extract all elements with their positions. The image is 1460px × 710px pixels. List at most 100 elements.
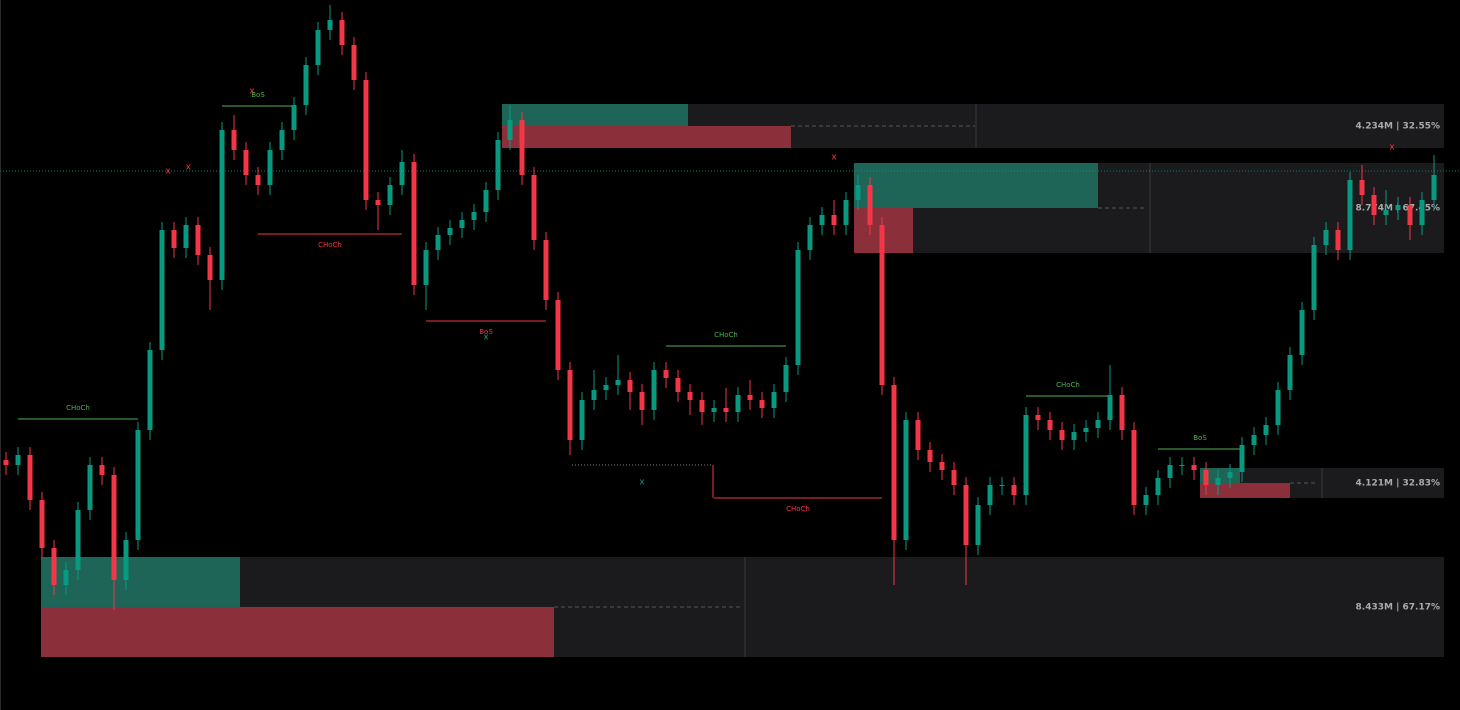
candle-body xyxy=(15,455,21,465)
candle-body xyxy=(591,390,597,400)
candle-body xyxy=(543,240,549,300)
candle-body xyxy=(891,385,897,540)
candle-body xyxy=(243,150,249,175)
candle-body xyxy=(159,230,165,350)
candle-body xyxy=(915,420,921,450)
marker: x xyxy=(249,87,255,97)
candle-body xyxy=(579,400,585,440)
candle-body xyxy=(555,300,561,370)
candle-body xyxy=(315,30,321,65)
candle-body xyxy=(1095,420,1101,428)
candle-body xyxy=(1023,415,1029,495)
candle-body xyxy=(1119,395,1125,430)
candle-body xyxy=(819,215,825,225)
candle-body xyxy=(375,200,381,205)
marker: x xyxy=(186,163,192,173)
candle-body xyxy=(399,162,405,185)
sell-volume-bar xyxy=(1200,483,1290,498)
candle-body xyxy=(1107,395,1113,420)
candle-body xyxy=(495,140,501,190)
structure-label: CHoCh xyxy=(1056,381,1080,389)
candle-body xyxy=(327,20,333,30)
candle-body xyxy=(1275,390,1281,425)
candle-body xyxy=(759,400,765,408)
structure-label: BoS xyxy=(479,328,493,336)
candle-body xyxy=(219,130,225,280)
candle-body xyxy=(975,505,981,545)
candle-body xyxy=(963,485,969,545)
candle-body xyxy=(1311,245,1317,310)
candle-body xyxy=(435,235,441,250)
candle-body xyxy=(387,185,393,205)
candle-body xyxy=(567,370,573,440)
candle-body xyxy=(1251,435,1257,445)
candle-body xyxy=(663,370,669,378)
candle-body xyxy=(63,570,69,585)
candle-body xyxy=(771,392,777,408)
candle-body xyxy=(267,150,273,185)
candle-body xyxy=(699,400,705,412)
marker: x xyxy=(831,153,837,163)
buy-volume-bar xyxy=(502,104,688,126)
candle-body xyxy=(867,185,873,225)
structure-label: CHoCh xyxy=(714,331,738,339)
candle-body xyxy=(207,255,213,280)
candle-body xyxy=(147,350,153,430)
candle-body xyxy=(363,80,369,200)
candle-body xyxy=(279,130,285,150)
candle-body xyxy=(303,65,309,105)
candle-body xyxy=(75,510,81,570)
candle-body xyxy=(1167,465,1173,478)
candle-body xyxy=(1347,180,1353,250)
candle-body xyxy=(1143,495,1149,505)
candle-body xyxy=(687,392,693,400)
candle-body xyxy=(795,250,801,365)
candle-body xyxy=(1179,465,1185,466)
candle-body xyxy=(1155,478,1161,495)
candle-body xyxy=(1227,472,1233,478)
candle-body xyxy=(531,175,537,240)
candle-body xyxy=(507,120,513,140)
candle-body xyxy=(351,45,357,80)
candle-body xyxy=(1419,200,1425,225)
candle-body xyxy=(1383,210,1389,215)
candle-body xyxy=(231,130,237,150)
candle-body xyxy=(855,185,861,200)
candle-body xyxy=(447,228,453,235)
candle-body xyxy=(1035,415,1041,420)
candle-body xyxy=(339,20,345,45)
marker: x xyxy=(639,478,645,488)
candle-body xyxy=(831,215,837,225)
buy-volume-bar xyxy=(854,163,1098,208)
candle-body xyxy=(1191,465,1197,470)
candle-body xyxy=(51,548,57,585)
candle-body xyxy=(135,430,141,540)
candle-body xyxy=(1083,428,1089,432)
candle-body xyxy=(111,475,117,580)
candle-body xyxy=(87,465,93,510)
candle-body xyxy=(1239,445,1245,472)
candle-body xyxy=(519,120,525,175)
candle-body xyxy=(1371,195,1377,215)
candle-body xyxy=(639,392,645,410)
candle-body xyxy=(423,250,429,285)
candle-body xyxy=(99,465,105,475)
candle-body xyxy=(675,378,681,392)
candle-body xyxy=(1359,180,1365,195)
marker: x xyxy=(1389,143,1395,153)
candle-body xyxy=(39,500,45,548)
candle-body xyxy=(987,485,993,505)
candle-body xyxy=(651,370,657,410)
structure-label: BoS xyxy=(251,91,265,99)
candle-body xyxy=(807,225,813,250)
candle-body xyxy=(27,455,33,500)
candle-body xyxy=(903,420,909,540)
zone-label: 4.121M | 32.83% xyxy=(1356,479,1440,489)
candle-body xyxy=(459,220,465,228)
candle-body xyxy=(1407,205,1413,225)
candle-body xyxy=(951,470,957,485)
candle-body xyxy=(879,225,885,385)
candle-body xyxy=(711,408,717,412)
